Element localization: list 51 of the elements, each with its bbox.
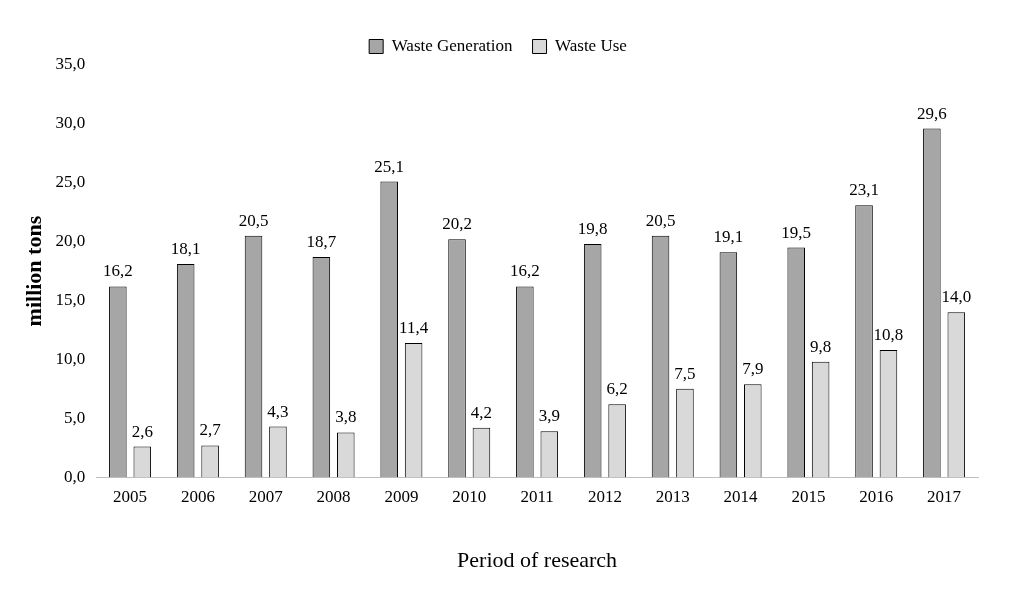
data-label: 3,9	[538, 406, 560, 426]
data-label: 6,2	[606, 379, 628, 399]
x-tick-label: 2010	[452, 486, 487, 506]
data-label: 9,8	[810, 336, 832, 356]
data-label: 18,7	[306, 231, 337, 251]
data-label: 19,5	[781, 222, 812, 242]
data-label: 2,7	[199, 420, 222, 440]
x-tick-label: 2012	[587, 486, 622, 506]
data-label: 19,1	[713, 227, 744, 247]
x-tick-label: 2017	[927, 486, 962, 506]
legend-label: Waste Use	[555, 35, 627, 55]
data-label: 25,1	[374, 156, 405, 176]
x-tick-label: 2005	[113, 486, 148, 506]
y-tick-label: 20,0	[55, 231, 86, 251]
x-tick-label: 2015	[791, 486, 826, 506]
data-label: 20,5	[645, 210, 676, 230]
data-label: 4,3	[267, 401, 289, 421]
data-label: 7,5	[674, 363, 696, 383]
y-tick-label: 5,0	[63, 407, 86, 427]
x-tick-label: 2013	[655, 486, 690, 506]
y-tick-label: 35,0	[55, 54, 86, 74]
y-tick-label: 0,0	[63, 466, 86, 486]
data-label: 7,9	[742, 359, 764, 379]
x-tick-label: 2011	[520, 486, 554, 506]
legend-label: Waste Generation	[391, 35, 514, 55]
y-tick-label: 30,0	[55, 113, 86, 133]
data-label: 11,4	[399, 317, 429, 337]
data-label: 19,8	[577, 218, 608, 238]
y-tick-label: 10,0	[55, 348, 86, 368]
x-tick-label: 2006	[180, 486, 215, 506]
x-tick-label: 2007	[248, 486, 284, 506]
data-label: 16,2	[102, 261, 133, 281]
data-label: 23,1	[849, 180, 879, 200]
data-label: 3,8	[335, 407, 357, 427]
data-label: 2,6	[131, 421, 153, 441]
data-label: 18,1	[170, 239, 201, 258]
data-label: 20,2	[442, 214, 472, 234]
x-tick-label: 2016	[859, 486, 894, 506]
x-tick-label: 2008	[316, 486, 351, 506]
y-axis-title: million tons	[20, 215, 46, 327]
x-tick-label: 2014	[723, 486, 759, 506]
x-tick-label: 2009	[384, 486, 419, 506]
x-axis-title: Period of research	[457, 546, 618, 572]
data-label: 10,8	[873, 324, 904, 344]
y-tick-label: 15,0	[55, 290, 86, 310]
data-label: 20,5	[238, 210, 269, 230]
data-label: 4,2	[470, 402, 493, 422]
data-label: 29,6	[917, 103, 947, 123]
y-tick-label: 25,0	[55, 172, 86, 192]
data-label: 14,0	[941, 287, 972, 307]
data-label: 16,2	[509, 261, 540, 281]
